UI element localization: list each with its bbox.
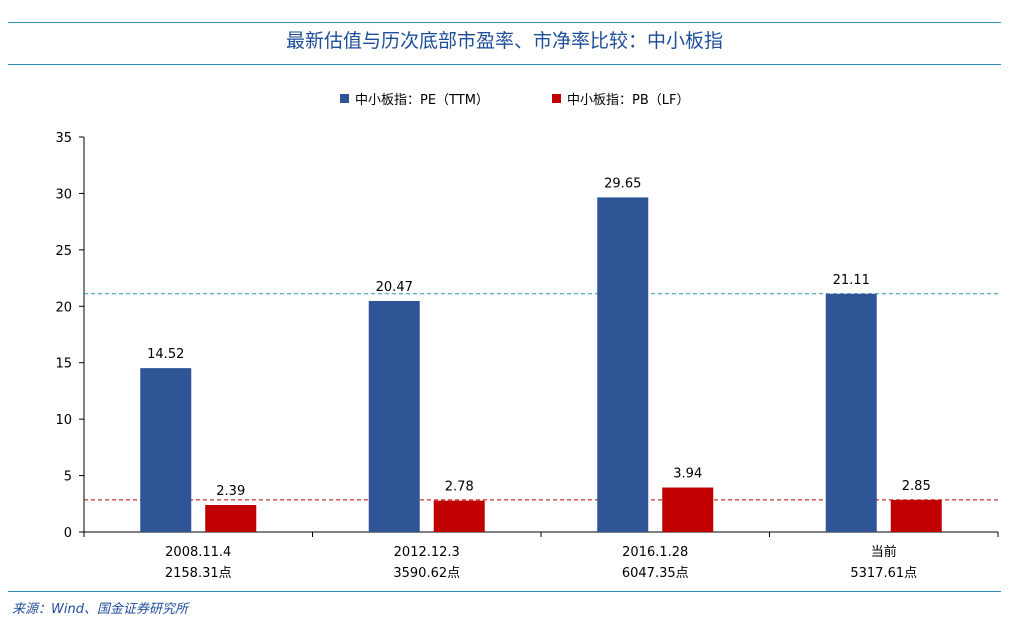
x-axis-category-label: 2016.1.28 (622, 545, 688, 560)
pe-bar (368, 300, 420, 532)
source-rule (8, 591, 1001, 592)
pb-value-label: 2.39 (216, 484, 245, 499)
title-top-rule (8, 22, 1001, 23)
x-axis-category-label: 2008.11.4 (165, 545, 231, 560)
pb-bar (205, 505, 257, 532)
pb-value-label: 3.94 (673, 467, 702, 482)
pe-bar (597, 197, 649, 532)
y-axis-tick-label: 35 (55, 131, 72, 146)
x-axis-category-label: 2158.31点 (165, 566, 232, 581)
x-axis-category-label: 6047.35点 (622, 566, 689, 581)
pe-value-label: 21.11 (833, 273, 870, 288)
pe-value-label: 29.65 (604, 176, 641, 191)
y-axis-tick-label: 5 (64, 470, 72, 485)
pb-bar (433, 500, 485, 532)
y-axis-tick-label: 25 (55, 244, 72, 259)
pe-value-label: 14.52 (147, 347, 184, 362)
y-axis-tick-label: 0 (64, 526, 72, 541)
y-axis-tick-label: 10 (55, 413, 72, 428)
pb-value-label: 2.78 (445, 480, 474, 495)
pe-bar (825, 293, 877, 532)
legend-label-pe: 中小板指：PE（TTM） (355, 93, 489, 108)
y-axis-tick-label: 30 (55, 187, 72, 202)
legend-swatch-pe (340, 94, 349, 103)
legend-swatch-pb (552, 94, 561, 103)
pe-bar (140, 368, 192, 532)
pb-bar (890, 499, 942, 532)
x-axis-category-label: 2012.12.3 (394, 545, 460, 560)
y-axis-tick-label: 15 (55, 357, 72, 372)
y-axis-tick-label: 20 (55, 300, 72, 315)
legend-label-pb: 中小板指：PB（LF） (567, 93, 689, 108)
source-note: 来源：Wind、国金证券研究所 (12, 602, 188, 617)
pb-bar (662, 487, 714, 532)
x-axis-category-label: 当前 (871, 544, 897, 560)
chart-title: 最新估值与历次底部市盈率、市净率比较：中小板指 (285, 30, 723, 52)
x-axis-category-label: 3590.62点 (393, 566, 460, 581)
pe-value-label: 20.47 (376, 280, 413, 295)
title-bottom-rule (8, 64, 1001, 65)
pb-value-label: 2.85 (902, 479, 931, 494)
x-axis-category-label: 5317.61点 (850, 566, 917, 581)
